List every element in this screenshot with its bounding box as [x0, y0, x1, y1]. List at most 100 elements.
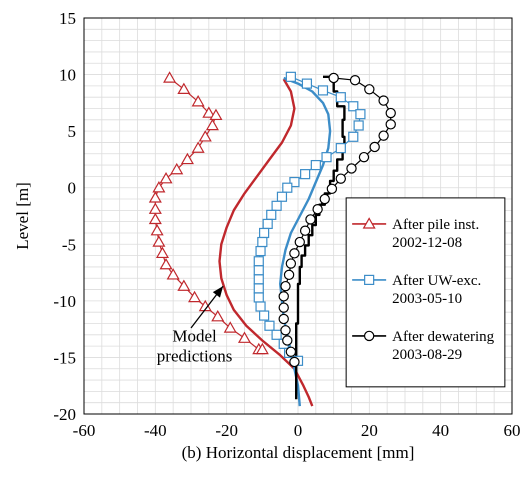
data-point-triangle [152, 181, 166, 193]
data-point-square [257, 236, 268, 248]
data-point-triangle [191, 95, 205, 107]
y-axis-label: Level [m] [13, 182, 32, 250]
data-point-circle [319, 193, 330, 205]
data-point-square [259, 310, 270, 321]
data-point-square [310, 159, 321, 171]
data-point-square [335, 92, 346, 103]
y-tick-label: -15 [53, 348, 76, 367]
legend-swatch-marker [364, 274, 375, 285]
x-tick-label: -20 [215, 421, 238, 440]
series-markers [148, 71, 396, 368]
legend-swatch-marker [362, 217, 376, 229]
x-tick-label: 60 [504, 421, 521, 440]
data-point-square [355, 109, 366, 120]
x-tick-label: 0 [294, 421, 303, 440]
x-tick-label: 40 [432, 421, 449, 440]
y-tick-label: 10 [59, 66, 76, 85]
data-point-circle [364, 84, 375, 95]
data-point-triangle [255, 342, 269, 355]
data-point-triangle [152, 235, 166, 247]
data-point-square [276, 191, 288, 202]
data-point-circle [346, 163, 357, 174]
data-point-circle [283, 269, 295, 281]
data-point-circle [328, 72, 339, 84]
x-tick-label: -60 [73, 421, 96, 440]
data-point-triangle [163, 71, 177, 83]
data-point-triangle [148, 202, 162, 214]
y-tick-label: -10 [53, 292, 76, 311]
data-point-triangle [209, 108, 223, 121]
series-line-5 [295, 75, 346, 400]
data-point-circle [378, 95, 389, 106]
data-point-square [353, 120, 364, 131]
data-point-triangle [211, 309, 225, 322]
data-point-square [262, 218, 273, 230]
data-point-circle [289, 356, 300, 368]
data-point-square [317, 85, 329, 96]
data-point-circle [278, 291, 289, 302]
data-point-square [266, 209, 277, 220]
data-point-circle [378, 130, 389, 141]
data-point-square [271, 329, 282, 340]
data-point-circle [358, 151, 370, 163]
data-point-square [253, 274, 264, 285]
tick-labels: -60 -40 -20 0 20 40 60 -20 -15 -10 -5 0 5 10 15 [53, 9, 520, 440]
data-point-circle [369, 141, 380, 153]
data-point-circle [294, 236, 305, 248]
data-point-circle [280, 325, 291, 336]
y-tick-label: -5 [62, 235, 76, 254]
data-point-square [282, 182, 293, 193]
x-tick-label: -40 [144, 421, 167, 440]
data-point-circle [349, 75, 361, 86]
data-point-circle [312, 204, 323, 215]
data-point-circle [385, 107, 396, 119]
y-tick-label: -20 [53, 405, 76, 424]
data-point-square [289, 176, 300, 188]
data-point-triangle [188, 290, 202, 303]
x-tick-label: 20 [361, 421, 378, 440]
legend-label-date: 2003-05-10 [392, 291, 462, 307]
annotation-text-line1: Model [172, 327, 217, 346]
legend-label: After pile inst. [392, 217, 479, 233]
data-point-triangle [159, 257, 173, 270]
y-tick-label: 5 [68, 122, 77, 141]
data-point-circle [326, 183, 338, 195]
legend-label-date: 2002-12-08 [392, 235, 462, 251]
data-point-square [271, 200, 282, 211]
data-point-square [253, 256, 264, 267]
y-tick-label: 15 [59, 9, 76, 28]
data-point-circle [335, 173, 346, 184]
data-point-circle [289, 248, 300, 259]
data-point-triangle [177, 82, 191, 95]
legend: After pile inst. 2002-12-08 After UW-exc. 2… [345, 197, 506, 388]
data-point-circle [278, 302, 289, 313]
data-point-triangle [205, 118, 219, 131]
data-point-square [348, 101, 359, 112]
data-point-triangle [237, 331, 252, 343]
annotation-arrowhead [212, 286, 224, 298]
data-point-circle [280, 280, 291, 292]
series-line-3 [218, 78, 314, 407]
data-point-square [285, 71, 296, 82]
data-point-triangle [202, 106, 216, 118]
data-point-triangle [150, 223, 164, 236]
legend-label: After dewatering [392, 329, 495, 345]
data-point-triangle [170, 162, 184, 175]
legend-label: After UW-exc. [392, 273, 481, 289]
data-point-triangle [198, 130, 212, 142]
data-point-square [348, 131, 359, 142]
annotation: Model predictions [157, 285, 233, 366]
annotation-text-line2: predictions [157, 347, 233, 366]
data-point-square [255, 245, 266, 257]
data-point-square [335, 143, 346, 154]
data-point-square [253, 292, 264, 303]
legend-label-date: 2003-08-29 [392, 347, 462, 363]
data-point-circle [278, 313, 289, 325]
plot-frame [83, 17, 513, 415]
data-point-square [301, 78, 313, 89]
data-point-square [259, 227, 270, 239]
data-point-square [300, 169, 311, 180]
data-point-circle [305, 214, 316, 225]
data-point-square [253, 265, 264, 276]
